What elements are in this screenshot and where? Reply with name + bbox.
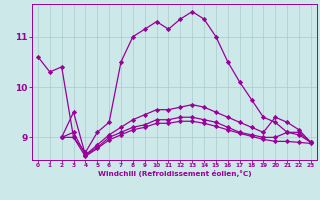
X-axis label: Windchill (Refroidissement éolien,°C): Windchill (Refroidissement éolien,°C) — [98, 170, 251, 177]
